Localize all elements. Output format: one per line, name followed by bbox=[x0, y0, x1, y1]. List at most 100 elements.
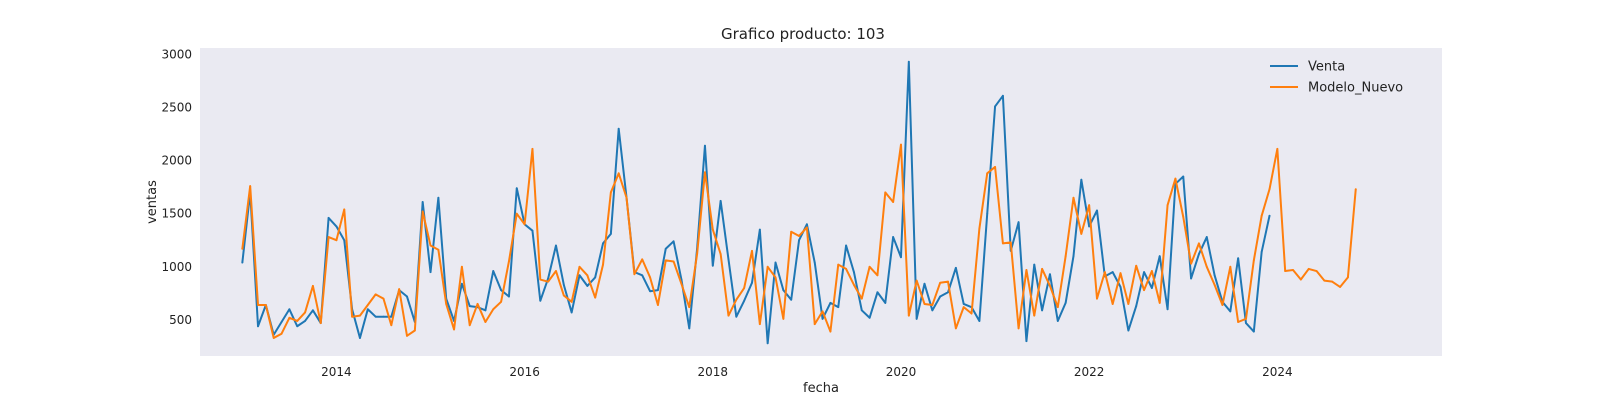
data-point bbox=[986, 172, 989, 175]
data-point bbox=[766, 265, 769, 268]
data-point bbox=[429, 271, 432, 273]
data-point bbox=[813, 323, 816, 326]
data-point bbox=[1119, 272, 1122, 275]
y-tick-label: 2500 bbox=[161, 100, 192, 114]
data-point bbox=[766, 342, 769, 345]
data-point bbox=[374, 315, 377, 318]
data-point bbox=[719, 200, 722, 202]
data-point bbox=[264, 304, 267, 306]
data-point bbox=[1056, 320, 1059, 322]
data-point bbox=[1331, 280, 1334, 283]
data-point bbox=[406, 295, 408, 298]
data-point bbox=[954, 266, 957, 269]
data-point bbox=[837, 263, 840, 266]
data-point bbox=[1150, 270, 1153, 272]
data-point bbox=[1009, 241, 1012, 244]
data-point bbox=[390, 324, 393, 327]
data-point bbox=[947, 291, 949, 294]
data-point bbox=[288, 308, 291, 311]
data-point bbox=[312, 285, 314, 287]
series-points-venta bbox=[241, 60, 1271, 345]
data-point bbox=[1166, 308, 1169, 311]
data-point bbox=[837, 306, 840, 309]
data-point bbox=[664, 247, 667, 250]
data-point bbox=[829, 302, 832, 304]
data-point bbox=[931, 309, 934, 312]
data-point bbox=[1174, 177, 1177, 180]
data-point bbox=[421, 201, 424, 203]
data-point bbox=[1229, 265, 1232, 268]
data-point bbox=[312, 309, 314, 312]
data-point bbox=[280, 321, 283, 323]
data-point bbox=[1049, 285, 1051, 287]
data-point bbox=[947, 280, 949, 283]
data-point bbox=[570, 300, 573, 303]
data-point bbox=[1127, 303, 1130, 305]
data-point bbox=[821, 310, 824, 313]
data-point bbox=[1096, 209, 1098, 212]
data-point bbox=[1229, 310, 1232, 313]
data-point bbox=[704, 144, 706, 147]
data-point bbox=[1072, 196, 1075, 199]
data-point bbox=[1103, 271, 1106, 273]
data-point bbox=[531, 229, 534, 232]
data-point bbox=[555, 270, 557, 272]
data-point bbox=[578, 274, 581, 277]
data-point bbox=[892, 201, 895, 203]
data-point bbox=[1002, 94, 1004, 97]
data-point bbox=[304, 320, 306, 322]
data-point bbox=[915, 279, 918, 282]
data-point bbox=[672, 240, 675, 243]
data-point bbox=[319, 322, 322, 324]
data-point bbox=[1049, 273, 1051, 276]
data-point bbox=[1150, 287, 1153, 289]
data-point bbox=[335, 239, 338, 242]
data-point bbox=[249, 185, 252, 187]
y-tick-label: 500 bbox=[169, 313, 192, 327]
data-point bbox=[1025, 269, 1028, 271]
data-point bbox=[1072, 255, 1075, 258]
data-point bbox=[923, 303, 926, 305]
data-point bbox=[343, 239, 346, 242]
data-point bbox=[751, 281, 753, 284]
data-point bbox=[1268, 214, 1271, 217]
data-point bbox=[798, 239, 800, 242]
data-point bbox=[515, 187, 518, 190]
data-point bbox=[774, 261, 777, 264]
data-point bbox=[1323, 279, 1326, 282]
data-point bbox=[1213, 274, 1216, 277]
data-point bbox=[500, 300, 502, 303]
data-point bbox=[625, 196, 628, 199]
data-point bbox=[649, 276, 651, 279]
data-point bbox=[1002, 242, 1004, 245]
chart-title: Grafico producto: 103 bbox=[721, 25, 885, 43]
data-point bbox=[515, 212, 518, 215]
data-point bbox=[876, 291, 879, 294]
data-point bbox=[696, 253, 699, 255]
data-point bbox=[429, 244, 432, 247]
data-point bbox=[382, 297, 385, 300]
data-point bbox=[1017, 221, 1020, 224]
data-point bbox=[351, 315, 354, 318]
legend-item-modelo-nuevo: Modelo_Nuevo bbox=[1270, 81, 1403, 96]
data-point bbox=[406, 334, 408, 337]
data-point bbox=[617, 127, 620, 130]
y-tick-label: 3000 bbox=[161, 47, 192, 61]
data-point bbox=[413, 329, 416, 332]
data-point bbox=[570, 311, 573, 314]
data-point bbox=[1041, 309, 1044, 312]
data-point bbox=[798, 235, 800, 237]
data-point bbox=[555, 244, 557, 247]
data-point bbox=[1111, 303, 1114, 305]
data-point bbox=[1096, 297, 1098, 300]
data-point bbox=[539, 299, 542, 302]
data-point bbox=[492, 270, 495, 272]
data-point bbox=[484, 309, 487, 312]
y-axis-label: ventas bbox=[145, 180, 160, 224]
data-point bbox=[1198, 253, 1200, 255]
data-point bbox=[657, 289, 659, 292]
data-point bbox=[782, 317, 785, 320]
data-point bbox=[390, 315, 393, 318]
data-point bbox=[633, 273, 636, 276]
data-point bbox=[523, 223, 526, 226]
